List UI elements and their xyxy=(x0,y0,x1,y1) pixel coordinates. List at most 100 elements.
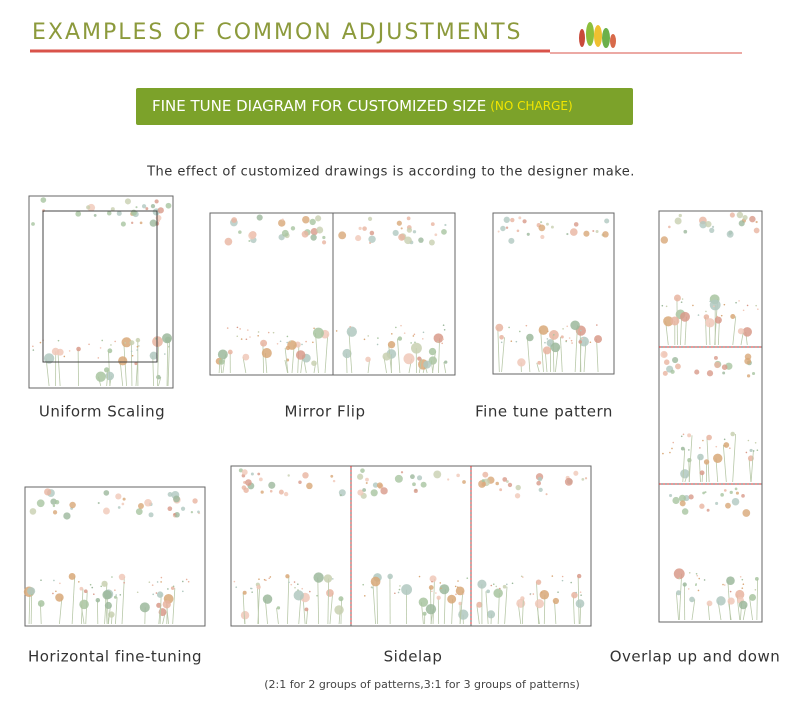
floral-speck xyxy=(442,324,445,327)
floral-dot xyxy=(749,215,756,223)
floral-dot xyxy=(135,508,143,515)
floral-stem xyxy=(388,344,392,374)
floral-speck xyxy=(442,338,444,341)
floral-dot xyxy=(398,233,406,241)
floral-dot xyxy=(433,470,442,479)
floral-bloom xyxy=(578,340,583,344)
floral-dot xyxy=(380,487,388,495)
floral-speck xyxy=(40,579,42,581)
floral-dot xyxy=(495,481,499,486)
floral-stem xyxy=(130,342,133,387)
floral-dot xyxy=(720,493,724,497)
floral-stem xyxy=(315,333,319,374)
floral-speck xyxy=(695,572,698,575)
floral-bloom xyxy=(403,353,415,365)
floral-dot xyxy=(711,225,715,229)
floral-dot xyxy=(663,359,670,365)
floral-bloom xyxy=(260,339,268,347)
floral-bloom xyxy=(422,611,427,616)
floral-speck xyxy=(723,303,726,306)
floral-stem xyxy=(262,343,264,374)
floral-dot xyxy=(444,223,447,227)
floral-dot xyxy=(428,239,435,246)
floral-stem xyxy=(748,458,752,483)
floral-speck xyxy=(571,342,573,344)
floral-stem xyxy=(158,605,161,625)
floral-bloom xyxy=(217,349,228,360)
floral-bloom xyxy=(423,360,432,369)
floral-speck xyxy=(492,583,495,586)
floral-dot xyxy=(365,477,369,482)
floral-speck xyxy=(265,579,267,582)
floral-bloom xyxy=(699,470,705,476)
floral-dot xyxy=(672,356,679,364)
floral-speck xyxy=(422,331,425,334)
floral-dot xyxy=(315,215,322,222)
floral-speck xyxy=(561,579,564,582)
floral-speck xyxy=(688,571,691,574)
floral-speck xyxy=(525,324,528,327)
floral-dot xyxy=(678,494,686,502)
floral-dot xyxy=(75,210,82,217)
floral-speck xyxy=(151,584,154,586)
floral-speck xyxy=(680,435,683,438)
floral-speck xyxy=(130,350,133,353)
floral-speck xyxy=(756,449,759,452)
floral-speck xyxy=(687,588,690,590)
floral-speck xyxy=(754,588,757,591)
floral-bloom xyxy=(706,434,712,441)
floral-speck xyxy=(377,337,379,339)
panel xyxy=(24,486,206,627)
inner-frame xyxy=(42,210,158,363)
floral-stem xyxy=(432,578,435,625)
floral-bloom xyxy=(520,596,525,601)
example-label: Sidelap xyxy=(384,648,443,666)
floral-bloom xyxy=(673,294,681,302)
floral-dot xyxy=(103,507,110,515)
floral-dot xyxy=(400,471,404,474)
floral-speck xyxy=(580,329,582,332)
floral-bloom xyxy=(79,599,89,610)
floral-stem xyxy=(59,597,63,625)
floral-stem xyxy=(135,363,138,387)
floral-speck xyxy=(286,335,289,338)
floral-speck xyxy=(279,340,282,343)
floral-dot xyxy=(410,474,415,480)
floral-dot xyxy=(416,475,423,481)
floral-bloom xyxy=(703,314,710,320)
floral-dot xyxy=(238,468,243,473)
floral-speck xyxy=(735,301,737,304)
floral-dot xyxy=(699,503,705,509)
floral-bloom xyxy=(256,584,261,590)
floral-dot xyxy=(729,490,733,494)
floral-dot xyxy=(482,471,489,478)
floral-speck xyxy=(123,581,125,584)
floral-bloom xyxy=(118,573,126,581)
floral-speck xyxy=(413,333,416,336)
floral-bloom xyxy=(417,356,422,361)
floral-bloom xyxy=(242,353,250,361)
floral-dot xyxy=(97,502,100,505)
floral-dot xyxy=(310,228,318,236)
floral-dot xyxy=(298,480,302,484)
floral-speck xyxy=(152,593,154,596)
floral-stem xyxy=(722,445,727,483)
floral-bloom xyxy=(134,361,138,366)
floral-speck xyxy=(738,300,740,302)
floral-stem xyxy=(543,594,546,625)
floral-dot xyxy=(404,236,412,245)
floral-dot xyxy=(165,202,172,209)
floral-dot xyxy=(122,497,126,501)
floral-dot xyxy=(688,494,694,500)
floral-speck xyxy=(709,300,711,303)
floral-bloom xyxy=(95,371,106,382)
floral-bloom xyxy=(476,601,483,608)
floral-bloom xyxy=(579,336,589,347)
floral-dot xyxy=(154,199,159,204)
floral-speck xyxy=(294,586,296,589)
floral-stem xyxy=(45,358,50,387)
floral-bloom xyxy=(713,453,723,463)
floral-bloom xyxy=(726,576,735,586)
floral-dot xyxy=(746,374,751,378)
floral-dot xyxy=(518,216,522,220)
